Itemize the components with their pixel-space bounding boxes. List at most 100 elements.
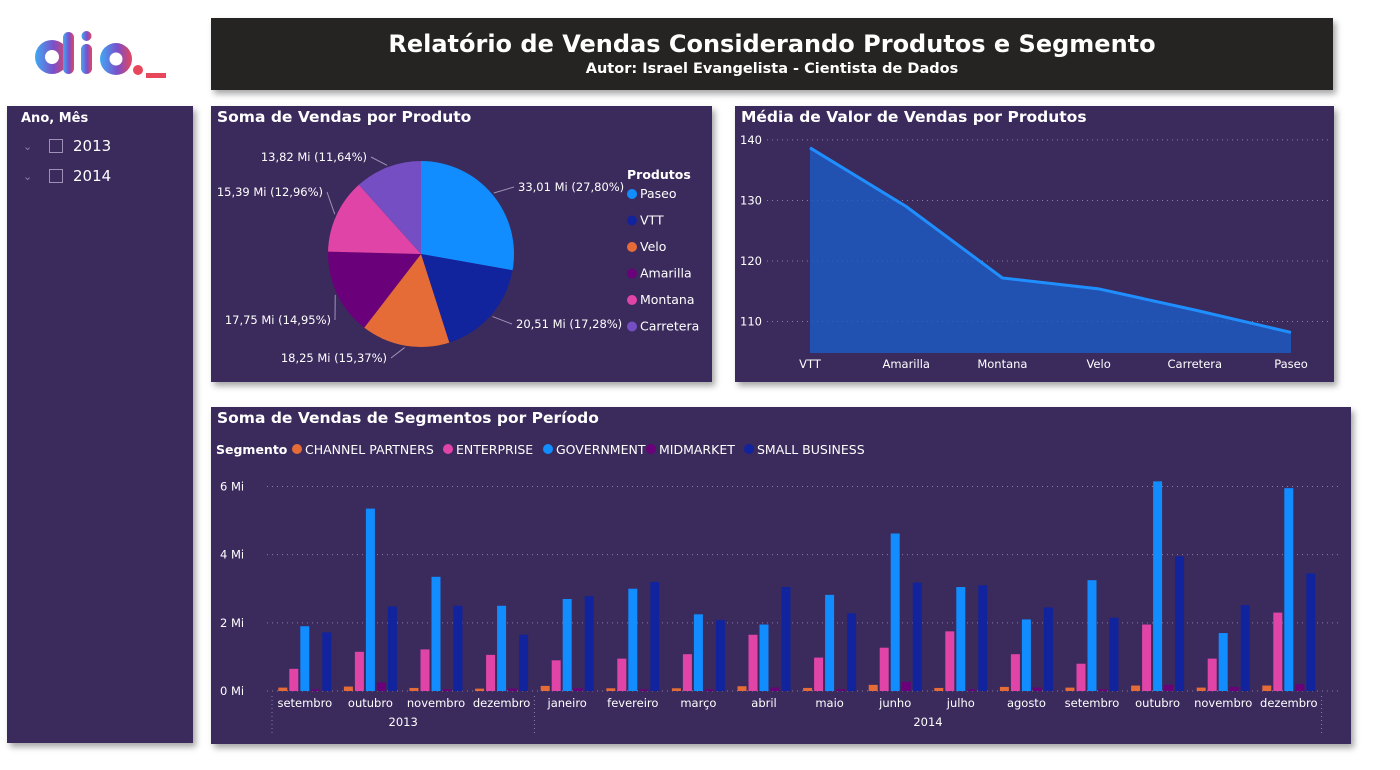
chevron-down-icon[interactable]: ⌄ xyxy=(23,139,33,153)
slicer-item-label: 2014 xyxy=(73,167,112,185)
bar-small-business xyxy=(650,581,660,691)
pie-slice-montana xyxy=(328,184,421,254)
x-tick-label: Carretera xyxy=(1168,357,1223,371)
bar-small-business xyxy=(519,634,529,691)
bar-midmarket xyxy=(770,687,780,691)
avg-sales-by-product-card: Média de Valor de Vendas por Produtos 11… xyxy=(735,106,1334,382)
bar-enterprise xyxy=(420,649,430,691)
bar-channel-partners xyxy=(278,687,288,691)
pie-data-label: 17,75 Mi (14,95%) xyxy=(225,313,331,327)
bar-government xyxy=(1087,580,1097,691)
bar-midmarket xyxy=(1295,684,1305,691)
legend-marker-icon xyxy=(443,444,453,454)
bar-midmarket xyxy=(1164,684,1174,691)
bar-legend-item: GOVERNMENT xyxy=(556,442,646,457)
pie-leader-line xyxy=(390,347,405,359)
bar-channel-partners xyxy=(540,685,550,691)
pie-legend-item: Montana xyxy=(640,292,695,307)
bar-channel-partners xyxy=(606,688,616,691)
pie-data-label: 33,01 Mi (27,80%) xyxy=(518,180,624,194)
pie-slice-paseo xyxy=(421,161,514,271)
pie-data-label: 15,39 Mi (12,96%) xyxy=(217,185,323,199)
bar-small-business xyxy=(387,606,397,691)
pie-legend-title: Produtos xyxy=(627,167,691,182)
bar-enterprise xyxy=(289,668,299,691)
bar-enterprise xyxy=(1273,612,1283,691)
y-tick-label: 6 Mi xyxy=(220,479,244,493)
bar-enterprise xyxy=(1207,658,1217,691)
pie-slice-vtt xyxy=(421,254,513,343)
bar-small-business xyxy=(584,596,594,691)
pie-data-label: 13,82 Mi (11,64%) xyxy=(261,150,367,164)
pie-legend-item: VTT xyxy=(640,213,664,228)
pie-legend-item: Paseo xyxy=(640,186,677,201)
bar-channel-partners xyxy=(1065,687,1075,691)
pie-slice-velo xyxy=(364,254,450,347)
bar-government xyxy=(693,614,703,691)
bar-government xyxy=(1021,619,1031,691)
bar-channel-partners xyxy=(1262,685,1272,691)
bar-legend-item: MIDMARKET xyxy=(659,442,735,457)
bar-midmarket xyxy=(1032,687,1042,691)
legend-marker-icon xyxy=(627,189,637,199)
bar-small-business xyxy=(1175,556,1185,691)
bar-small-business xyxy=(978,585,988,691)
bar-government xyxy=(825,594,835,691)
x-tick-label: janeiro xyxy=(547,696,587,710)
checkbox[interactable] xyxy=(49,169,63,183)
bar-government xyxy=(1284,488,1294,691)
bar-enterprise xyxy=(1010,654,1020,691)
bar-government xyxy=(300,626,310,691)
bar-government xyxy=(497,605,507,691)
x-tick-label: VTT xyxy=(799,357,822,371)
bar-midmarket xyxy=(639,689,649,691)
bar-enterprise xyxy=(879,647,889,691)
legend-marker-icon xyxy=(292,444,302,454)
y-tick-label: 120 xyxy=(740,254,762,268)
pie-leader-line xyxy=(370,156,388,166)
y-tick-label: 2 Mi xyxy=(220,616,244,630)
slicer-item-2013[interactable]: ⌄ 2013 xyxy=(23,136,111,156)
area-fill xyxy=(810,147,1291,353)
bar-legend-item: SMALL BUSINESS xyxy=(757,442,865,457)
slicer-item-2014[interactable]: ⌄ 2014 xyxy=(23,166,111,186)
chevron-down-icon[interactable]: ⌄ xyxy=(23,169,33,183)
pie-slice-amarilla xyxy=(328,251,421,328)
legend-marker-icon xyxy=(543,444,553,454)
x-tick-label: setembro xyxy=(277,696,332,710)
legend-marker-icon xyxy=(627,215,637,226)
checkbox[interactable] xyxy=(49,139,63,153)
y-tick-label: 0 Mi xyxy=(220,684,244,698)
sales-by-product-pie-chart: 33,01 Mi (27,80%) 20,51 Mi (17,28%) 18,25 … xyxy=(217,150,699,365)
report-header: Relatório de Vendas Considerando Produto… xyxy=(211,18,1333,90)
x-tick-label: Montana xyxy=(977,357,1027,371)
slicer-item-label: 2013 xyxy=(73,137,112,155)
bar-channel-partners xyxy=(737,686,747,691)
dio-logo xyxy=(30,30,170,85)
bar-government xyxy=(562,598,572,691)
report-title: Relatório de Vendas Considerando Produto… xyxy=(388,30,1156,58)
pie-legend-item: Amarilla xyxy=(640,266,692,281)
bar-enterprise xyxy=(682,654,692,691)
legend-marker-icon xyxy=(627,242,637,252)
y-tick-label: 110 xyxy=(740,315,762,329)
segment-sales-bar-chart: Segmento CHANNEL PARTNERS ENTERPRISE GOVERN… xyxy=(216,442,1341,733)
bar-enterprise xyxy=(617,658,627,691)
bar-channel-partners xyxy=(1196,687,1206,691)
x-tick-label: fevereiro xyxy=(607,696,658,710)
bar-small-business xyxy=(715,620,725,691)
avg-sales-area-chart: 110 120 130 140 VTT Amarilla Montana Velo Carret… xyxy=(740,133,1329,371)
x-tick-label: Velo xyxy=(1086,357,1110,371)
x-tick-label: maio xyxy=(815,696,843,710)
bar-channel-partners xyxy=(475,688,485,691)
bar-small-business xyxy=(781,587,791,691)
bar-small-business xyxy=(1109,617,1119,691)
x-group-label: 2014 xyxy=(913,715,942,729)
sales-by-product-pie-card: Soma de Vendas por Produto 33,01 Mi (27,… xyxy=(211,106,712,382)
bar-enterprise xyxy=(1076,663,1086,691)
bar-enterprise xyxy=(945,631,955,691)
bar-small-business xyxy=(453,605,463,691)
bar-midmarket xyxy=(967,689,977,691)
bar-government xyxy=(1153,481,1163,691)
bar-government xyxy=(1218,633,1228,691)
